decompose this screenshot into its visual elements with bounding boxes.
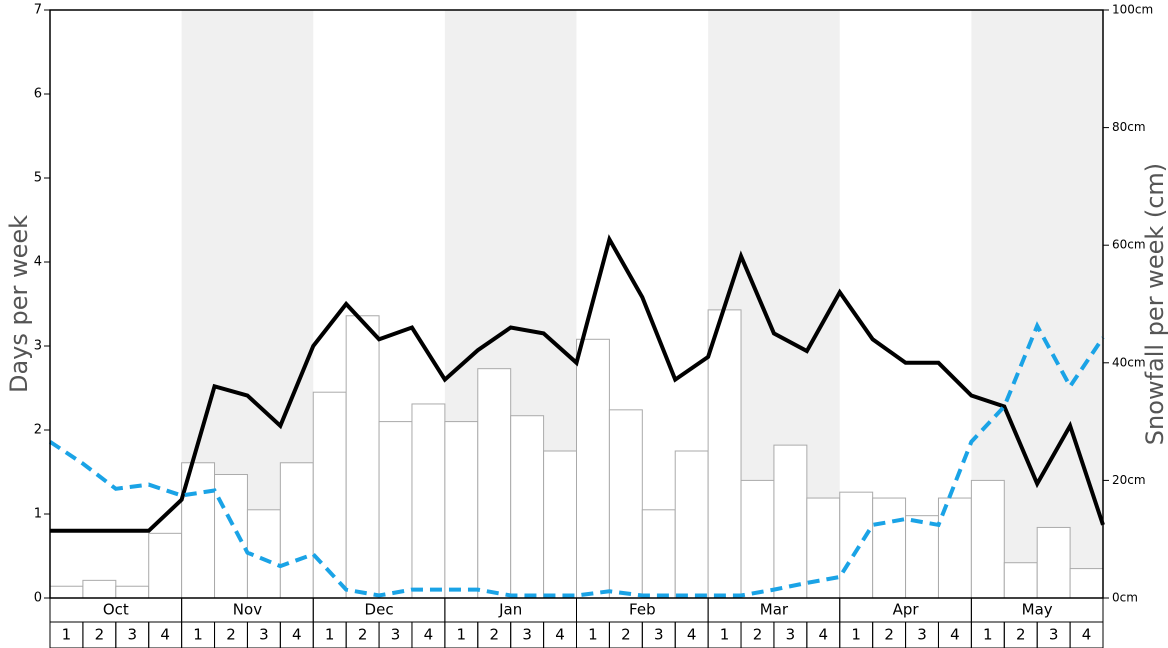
week-label: 4 — [555, 626, 565, 644]
bar — [411, 403, 446, 599]
week-label: 3 — [1049, 626, 1059, 644]
month-label: Nov — [233, 601, 262, 619]
bar — [839, 491, 874, 599]
plot-frame — [49, 9, 1104, 599]
bar — [674, 450, 709, 599]
week-label: 3 — [259, 626, 269, 644]
week-label: 3 — [917, 626, 927, 644]
week-label: 2 — [226, 626, 236, 644]
month-label: Jan — [498, 601, 522, 619]
bar — [279, 462, 314, 599]
y-tick-label: 0 — [34, 591, 42, 606]
bar — [1036, 526, 1071, 599]
line — [50, 234, 1105, 533]
y-tick-label: 7 — [34, 3, 42, 18]
week-label: 1 — [720, 626, 730, 644]
week-cell — [1069, 621, 1104, 648]
y2-tick-label: 60cm — [1112, 238, 1146, 252]
week-label: 2 — [621, 626, 631, 644]
bar — [214, 474, 248, 599]
bar — [970, 479, 1005, 599]
y-tick-label: 6 — [34, 87, 42, 102]
bar — [707, 309, 742, 599]
bar — [872, 497, 907, 599]
bar — [1003, 562, 1038, 599]
week-label: 2 — [753, 626, 763, 644]
y-tick-label: 3 — [34, 339, 42, 354]
week-label: 2 — [95, 626, 105, 644]
y-tick-label: 4 — [34, 255, 42, 270]
week-label: 1 — [193, 626, 203, 644]
week-label: 4 — [819, 626, 829, 644]
bar — [510, 415, 545, 599]
bar — [740, 479, 775, 599]
bar — [148, 532, 183, 599]
month-label: Oct — [103, 601, 129, 619]
week-label: 4 — [424, 626, 434, 644]
y-tick-label: 1 — [34, 507, 42, 522]
y2-tick-label: 80cm — [1112, 120, 1146, 134]
month-label: Mar — [760, 601, 789, 619]
bar — [543, 450, 577, 599]
week-label: 3 — [786, 626, 796, 644]
week-label: 1 — [983, 626, 993, 644]
bar — [345, 315, 380, 599]
bar — [1069, 568, 1104, 599]
week-label: 4 — [292, 626, 302, 644]
bar — [576, 338, 610, 599]
bar — [444, 421, 479, 599]
week-label: 3 — [391, 626, 401, 644]
week-label: 1 — [325, 626, 335, 644]
week-label: 2 — [489, 626, 499, 644]
y2-tick-label: 20cm — [1112, 473, 1146, 487]
bar — [608, 409, 643, 599]
y2-tick-label: 100cm — [1112, 3, 1153, 17]
y-tick-label: 2 — [34, 423, 42, 438]
bar — [905, 515, 939, 599]
week-label: 1 — [851, 626, 861, 644]
y-tick-label: 5 — [34, 171, 42, 186]
week-label: 4 — [1082, 626, 1092, 644]
week-label: 3 — [127, 626, 137, 644]
y2-tick-label: 0cm — [1112, 591, 1138, 605]
bar — [312, 391, 347, 599]
week-label: 4 — [950, 626, 960, 644]
y-axis-title: Days per week — [5, 215, 33, 393]
month-label: Apr — [893, 601, 920, 619]
week-label: 4 — [687, 626, 697, 644]
week-label: 3 — [654, 626, 664, 644]
week-label: 1 — [457, 626, 467, 644]
week-label: 4 — [160, 626, 170, 644]
week-label: 2 — [884, 626, 894, 644]
y2-axis-title: Snowfall per week (cm) — [1141, 163, 1168, 445]
week-label: 2 — [358, 626, 368, 644]
bar — [773, 444, 808, 599]
bar — [477, 368, 512, 599]
month-label: Dec — [365, 601, 394, 619]
bar — [82, 579, 117, 599]
week-label: 3 — [522, 626, 532, 644]
bar — [378, 421, 413, 599]
month-label: May — [1022, 601, 1053, 619]
week-label: 1 — [588, 626, 598, 644]
bar — [115, 585, 150, 599]
bar — [641, 509, 676, 599]
week-label: 2 — [1016, 626, 1026, 644]
week-label: 1 — [62, 626, 72, 644]
bar — [49, 585, 84, 599]
month-label: Feb — [629, 601, 656, 619]
y2-tick-label: 40cm — [1112, 355, 1146, 369]
